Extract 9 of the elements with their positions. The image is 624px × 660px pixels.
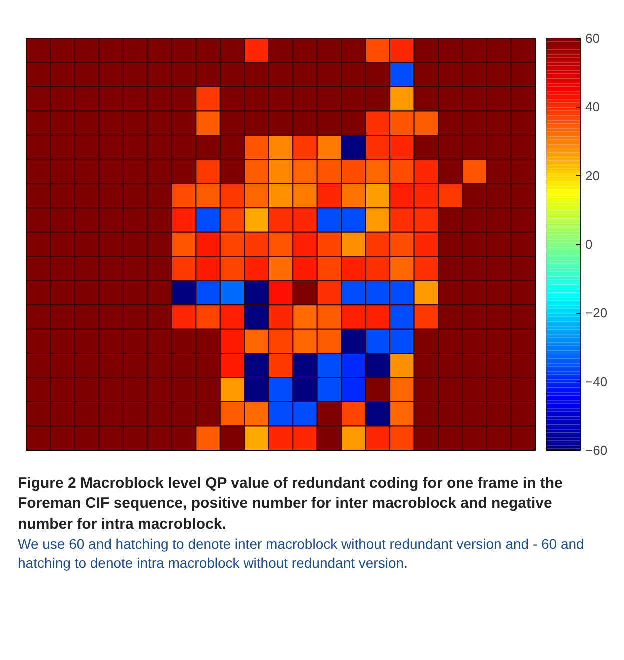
color-bar-label: 60 [586, 31, 600, 46]
text: We use 60 and hatching to denote inter macroblock without redundant version and - 60 and hatching to denote intra macroblock without redundant version. [18, 534, 586, 573]
color-bar-label: −20 [586, 306, 608, 321]
color-bar-label: 0 [586, 237, 593, 252]
color-bar-label: 20 [586, 168, 600, 184]
color-bar-label: −60 [586, 443, 608, 458]
color-bar-label: 40 [586, 100, 600, 115]
text: Figure 2 Macroblock level QP value of redundant coding for one frame in the Foreman CIF sequence, positive number for inter macroblock and negative number for intra macroblock. [18, 474, 564, 534]
color-bar-label: −40 [586, 374, 608, 390]
